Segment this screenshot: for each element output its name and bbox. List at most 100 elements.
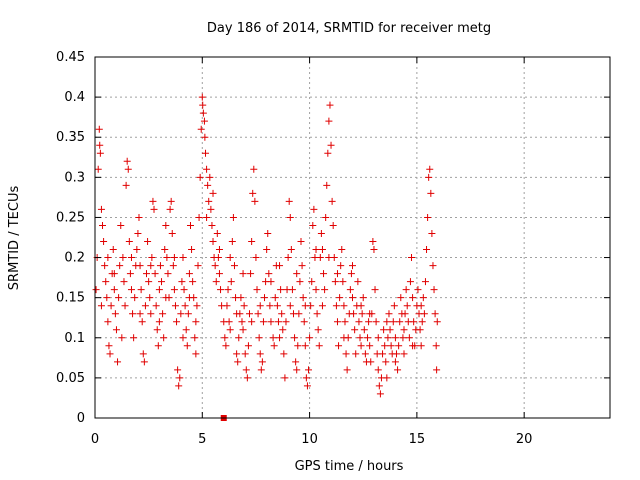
data-point-271 xyxy=(383,374,391,382)
data-point-220 xyxy=(328,197,336,205)
x-tick-label-1: 5 xyxy=(198,432,206,447)
y-tick-label-8: 0.4 xyxy=(64,90,85,105)
data-point-72 xyxy=(169,262,177,270)
data-point-149 xyxy=(251,197,259,205)
data-point-48 xyxy=(144,238,152,246)
data-point-192 xyxy=(298,262,306,270)
data-point-358 xyxy=(409,342,417,350)
data-point-79 xyxy=(177,310,185,318)
data-point-347 xyxy=(318,302,326,310)
data-point-158 xyxy=(261,294,269,302)
data-point-18 xyxy=(110,286,118,294)
data-point-186 xyxy=(292,358,300,366)
data-point-281 xyxy=(394,366,402,374)
data-point-136 xyxy=(237,294,245,302)
y-tick-label-0: 0 xyxy=(77,411,85,426)
data-point-307 xyxy=(421,278,429,286)
data-point-153 xyxy=(255,334,263,342)
data-point-67 xyxy=(164,270,172,278)
data-point-105 xyxy=(203,165,211,173)
x-tick-label-2: 10 xyxy=(301,432,318,447)
data-point-32 xyxy=(126,270,134,278)
data-point-47 xyxy=(143,270,150,278)
data-point-54 xyxy=(150,205,158,213)
data-point-209 xyxy=(316,254,324,262)
data-point-207 xyxy=(314,326,322,334)
data-point-150 xyxy=(252,254,260,262)
data-point-97 xyxy=(196,173,204,181)
data-point-278 xyxy=(390,302,398,310)
data-point-163 xyxy=(266,302,274,310)
data-point-65 xyxy=(162,221,170,229)
data-point-183 xyxy=(288,286,296,294)
data-point-256 xyxy=(367,358,375,366)
data-point-28 xyxy=(122,181,130,189)
data-point-353 xyxy=(366,310,374,318)
data-point-317 xyxy=(432,342,440,350)
data-point-254 xyxy=(365,318,373,326)
data-point-106 xyxy=(204,181,212,189)
data-point-7 xyxy=(99,221,107,229)
data-point-224 xyxy=(332,302,340,310)
data-point-190 xyxy=(296,278,304,286)
data-point-148 xyxy=(250,165,258,173)
data-point-348 xyxy=(325,254,333,262)
data-point-316 xyxy=(431,310,439,318)
data-point-313 xyxy=(428,229,436,237)
data-point-225 xyxy=(333,318,341,326)
data-point-219 xyxy=(327,141,335,149)
data-point-345 xyxy=(301,302,309,310)
data-point-46 xyxy=(141,302,149,310)
data-point-182 xyxy=(287,246,295,254)
data-point-333 xyxy=(203,213,211,221)
data-point-140 xyxy=(241,350,249,358)
data-point-31 xyxy=(125,238,133,246)
data-point-111 xyxy=(209,238,217,246)
data-point-346 xyxy=(312,246,320,254)
data-point-240 xyxy=(350,310,358,318)
data-point-60 xyxy=(156,262,164,270)
data-point-290 xyxy=(403,302,411,310)
data-point-191 xyxy=(297,238,305,246)
data-point-87 xyxy=(185,270,193,278)
data-point-245 xyxy=(355,318,363,326)
data-point-302 xyxy=(416,326,424,334)
data-point-22 xyxy=(115,294,123,302)
data-point-310 xyxy=(425,173,433,181)
data-point-180 xyxy=(285,197,293,205)
data-point-263 xyxy=(374,366,382,374)
data-point-318 xyxy=(433,366,441,374)
data-point-129 xyxy=(229,213,237,221)
data-point-133 xyxy=(234,358,242,366)
y-tick-label-5: 0.25 xyxy=(56,210,85,225)
data-point-25 xyxy=(119,254,127,262)
data-point-84 xyxy=(182,326,190,334)
data-point-215 xyxy=(323,181,331,189)
data-point-75 xyxy=(173,318,181,326)
data-point-52 xyxy=(148,254,156,262)
data-point-124 xyxy=(224,286,232,294)
data-point-173 xyxy=(278,310,286,318)
data-point-264 xyxy=(375,382,383,390)
data-point-320 xyxy=(97,302,105,310)
data-point-332 xyxy=(192,318,200,326)
chart-title: Day 186 of 2014, SRMTID for receiver met… xyxy=(207,21,491,36)
data-point-26 xyxy=(120,278,128,286)
data-point-274 xyxy=(386,326,394,334)
data-point-17 xyxy=(109,246,117,254)
data-point-267 xyxy=(379,350,387,358)
data-point-100 xyxy=(199,101,207,109)
data-point-156 xyxy=(258,358,266,366)
data-points xyxy=(92,93,441,421)
data-point-349 xyxy=(333,270,341,278)
data-point-94 xyxy=(193,302,201,310)
data-point-303 xyxy=(417,342,425,350)
data-point-128 xyxy=(228,238,236,246)
data-point-6 xyxy=(97,205,105,213)
data-point-125 xyxy=(225,318,233,326)
data-point-127 xyxy=(227,278,235,286)
data-point-81 xyxy=(179,254,187,262)
data-point-116 xyxy=(214,254,222,262)
data-point-83 xyxy=(181,302,189,310)
data-point-71 xyxy=(168,229,176,237)
